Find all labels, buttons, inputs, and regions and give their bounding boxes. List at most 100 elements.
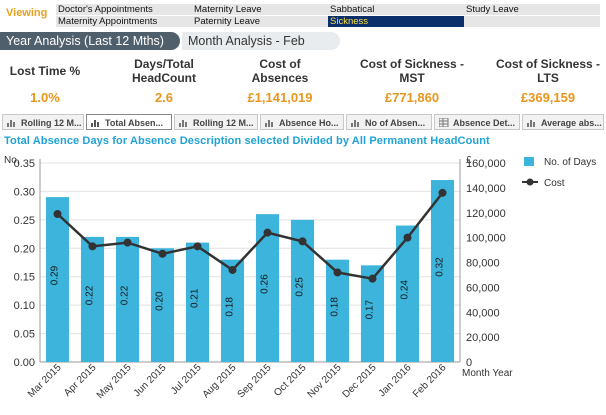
filter-doctors-appointments[interactable]: Doctor's Appointments	[56, 4, 192, 15]
x-tick-label: Nov 2015	[306, 362, 344, 400]
chart-tab-absence-hours[interactable]: Absence Ho...	[260, 114, 344, 130]
chart-tab-label: Rolling 12 M...	[193, 118, 254, 128]
chart-tab-label: Average abs...	[541, 118, 602, 128]
filter-paternity-leave[interactable]: Paternity Leave	[192, 16, 328, 27]
x-tick-label: Sep 2015	[236, 362, 274, 400]
bar-data-label: 0.22	[120, 285, 131, 305]
x-tick-label: May 2015	[95, 362, 134, 401]
y-left-tick-label: 0.25	[14, 215, 35, 227]
filter-maternity-appointments[interactable]: Maternity Appointments	[56, 16, 192, 27]
y-left-tick-label: 0.00	[14, 357, 35, 369]
kpi-value: 1.0%	[30, 90, 60, 105]
filter-empty	[464, 16, 600, 27]
cost-point	[53, 209, 62, 218]
kpi-cost-sickness-mst: Cost of Sickness - MST £771,860	[354, 56, 470, 105]
bar	[220, 259, 245, 362]
chart-tab-rolling-12-months[interactable]: Rolling 12 M...	[2, 114, 84, 130]
cost-point	[158, 249, 167, 258]
bar-data-label: 0.17	[365, 300, 376, 320]
bar	[395, 225, 420, 362]
bar	[185, 242, 210, 362]
kpi-title: Days/Total HeadCount	[132, 57, 196, 85]
bar-chart-icon	[179, 120, 187, 127]
chart-tab-absence-details[interactable]: Absence Det...	[434, 114, 520, 130]
filter-study-leave[interactable]: Study Leave	[464, 4, 600, 15]
y-right-tick-label: 0	[466, 357, 472, 369]
chart-tab-total-absence[interactable]: Total Absen...	[86, 114, 172, 130]
y-right-tick-label: 20,000	[466, 332, 500, 344]
bar	[150, 248, 175, 362]
tab-year-analysis[interactable]: Year Analysis (Last 12 Mths)	[0, 32, 180, 50]
kpi-title: Lost Time %	[9, 64, 81, 78]
x-tick-label: Dec 2015	[341, 362, 379, 400]
kpi-lost-time: Lost Time % 1.0%	[0, 56, 90, 105]
y-right-tick-label: 40,000	[466, 307, 500, 319]
legend-swatch-bar	[524, 157, 534, 166]
kpi-title: Cost of Sickness - MST	[359, 57, 465, 85]
y-right-axis-label: £	[466, 155, 472, 166]
y-right-tick-label: 160,000	[466, 158, 506, 170]
cost-point	[403, 233, 412, 242]
bar-data-label: 0.21	[190, 288, 201, 308]
kpi-value: 2.6	[154, 90, 174, 105]
x-tick-label: Oct 2015	[272, 362, 309, 399]
tab-month-analysis[interactable]: Month Analysis - Feb	[182, 32, 340, 50]
kpi-cost-absences: Cost of Absences £1,141,019	[234, 56, 326, 105]
x-axis-label: Month Year	[462, 368, 513, 379]
kpi-value: £771,860	[384, 90, 440, 105]
chart-tab-no-of-absences[interactable]: No of Absen...	[346, 114, 432, 130]
x-tick-label: Aug 2015	[201, 362, 239, 400]
chart-tab-rolling-12-months-2[interactable]: Rolling 12 M...	[174, 114, 258, 130]
bar-data-label: 0.18	[225, 297, 236, 317]
chart-tab-label: Absence Det...	[453, 118, 516, 128]
y-left-tick-label: 0.30	[14, 186, 35, 198]
bar-chart-icon	[7, 120, 15, 127]
kpi-value: £369,159	[520, 90, 576, 105]
cost-point	[438, 188, 447, 197]
y-right-tick-label: 60,000	[466, 282, 500, 294]
bar	[45, 197, 70, 362]
kpi-days-headcount: Days/Total HeadCount 2.6	[120, 56, 208, 105]
absence-combo-chart: 0.00 0.05 0.10 0.15 0.20 0.25 0.30 0.35 0 20,000 4…	[4, 155, 596, 401]
chart-selector: Rolling 12 M... Total Absen... Rolling 1…	[2, 114, 606, 131]
bar-chart-icon	[351, 120, 359, 127]
bar-data-label: 0.24	[400, 280, 411, 300]
bar	[360, 265, 385, 362]
viewing-label: Viewing	[6, 7, 48, 19]
chart-tab-label: Total Absen...	[105, 118, 164, 128]
cost-line	[56, 192, 444, 281]
y-left-axis-label: No,	[4, 155, 20, 166]
legend-swatch-point	[526, 178, 534, 186]
bar	[290, 219, 315, 362]
x-tick-label: Feb 2016	[411, 362, 449, 400]
legend-label-line: Cost	[544, 178, 565, 189]
kpi-cost-sickness-lts: Cost of Sickness - LTS £369,159	[490, 56, 606, 105]
absence-filter-list: Doctor's Appointments Maternity Leave Sa…	[56, 4, 600, 27]
y-left-tick-label: 0.05	[14, 329, 35, 341]
chart-tab-average-absence[interactable]: Average abs...	[522, 114, 604, 130]
cost-point	[88, 242, 97, 251]
chart-tab-label: No of Absen...	[365, 118, 426, 128]
bar-chart-icon	[265, 120, 273, 127]
bar-chart-icon	[527, 120, 535, 127]
filter-maternity-leave[interactable]: Maternity Leave	[192, 4, 328, 15]
y-right-tick-label: 120,000	[466, 208, 506, 220]
bar-data-label: 0.25	[295, 277, 306, 297]
y-left-tick-label: 0.10	[14, 300, 35, 312]
y-right-tick-label: 100,000	[466, 233, 506, 245]
bar-data-label: 0.29	[50, 265, 61, 285]
filter-sickness[interactable]: Sickness	[328, 16, 464, 27]
bar-data-label: 0.20	[155, 291, 166, 311]
y-left-tick-label: 0.20	[14, 243, 35, 255]
chart-title: Total Absence Days for Absence Descripti…	[4, 135, 490, 147]
filter-sabbatical[interactable]: Sabbatical	[328, 4, 464, 15]
x-tick-label: Jan 2016	[377, 362, 414, 399]
bar-data-label: 0.22	[85, 285, 96, 305]
bar-data-label: 0.18	[330, 297, 341, 317]
kpi-title: Cost of Sickness - LTS	[495, 57, 601, 85]
bar-data-label: 0.32	[435, 257, 446, 277]
y-right-tick-label: 80,000	[466, 258, 500, 270]
cost-point	[228, 265, 237, 274]
bar-data-label: 0.26	[260, 274, 271, 294]
table-icon	[439, 118, 449, 127]
